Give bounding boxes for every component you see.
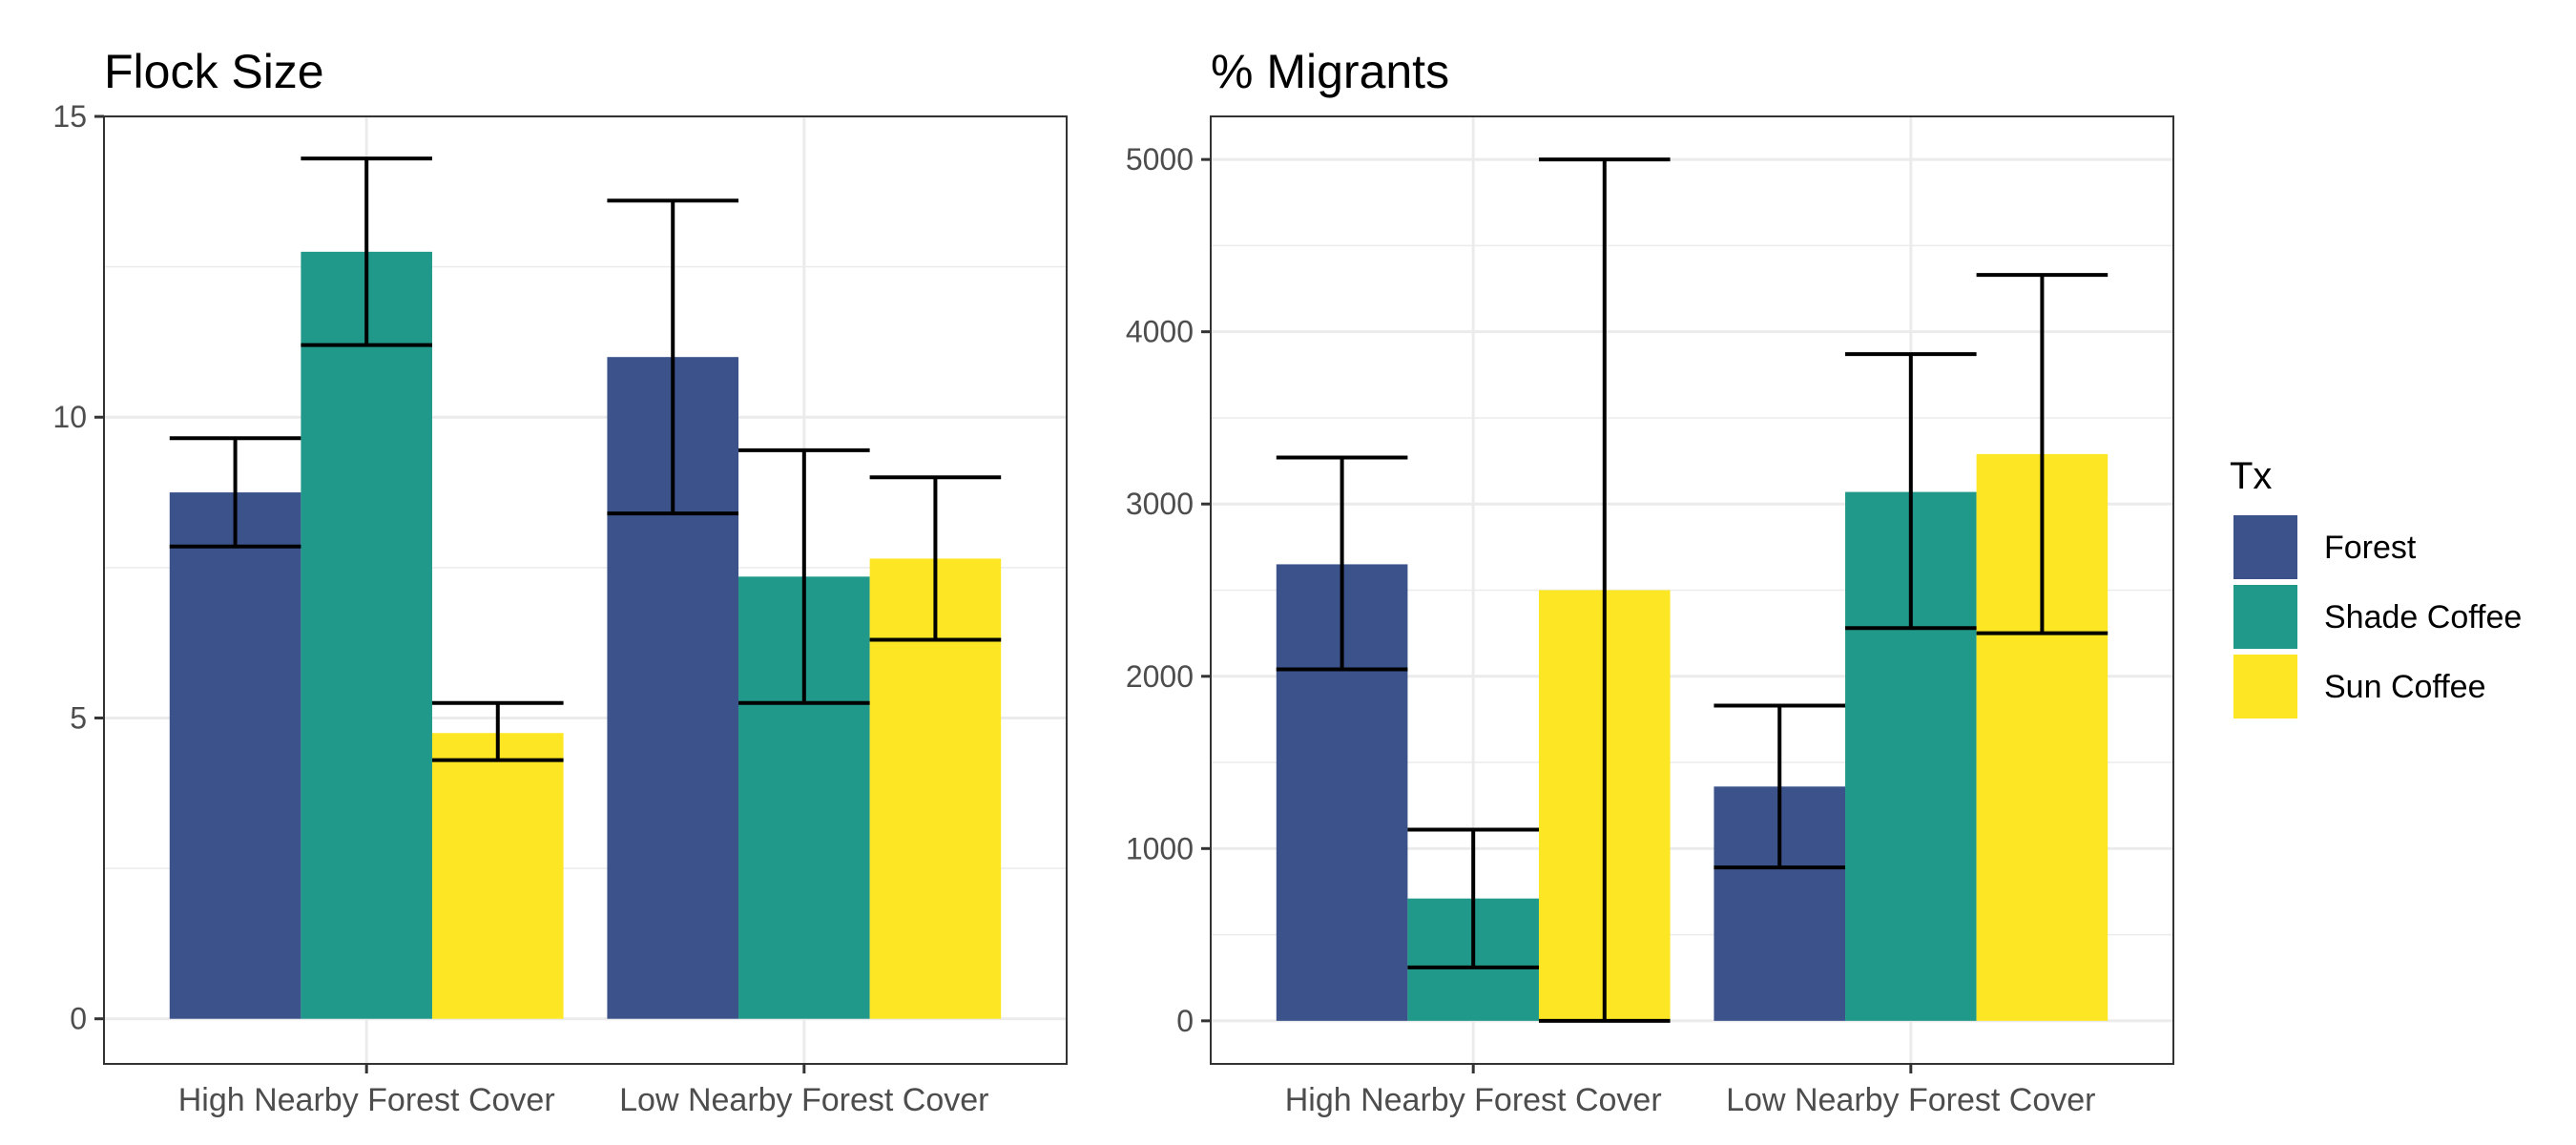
- error-bar-shade-coffee-low-nearby-forest-cover: [1845, 352, 1977, 631]
- error-bar-shade-coffee-high-nearby-forest-cover: [1407, 827, 1539, 969]
- y-tick-label: 3000: [1126, 487, 1194, 521]
- legend-label: Shade Coffee: [2324, 599, 2522, 635]
- x-tick-label: Low Nearby Forest Cover: [1726, 1082, 2095, 1118]
- error-bar-sun-coffee-low-nearby-forest-cover: [1976, 273, 2109, 635]
- y-tick-label: 2000: [1126, 659, 1194, 694]
- migrants-chart: 0 1000 2000 3000 4000 5000 High Nearby Forest …: [1126, 45, 2174, 1118]
- bar-sun-coffee-high-nearby-forest-cover: [431, 733, 564, 1019]
- migrants-title: % Migrants: [1211, 45, 1449, 98]
- flock-size-title: Flock Size: [104, 45, 324, 98]
- error-bar-sun-coffee-high-nearby-forest-cover: [431, 700, 564, 762]
- legend: Tx Forest Shade Coffee Sun Coffee: [2230, 455, 2522, 718]
- y-tick-label: 0: [70, 1002, 87, 1036]
- legend-label: Sun Coffee: [2324, 669, 2486, 705]
- error-bar-forest-high-nearby-forest-cover: [1276, 455, 1408, 672]
- bar-forest-high-nearby-forest-cover: [169, 492, 301, 1019]
- legend-key-sun-coffee: [2233, 655, 2297, 718]
- y-tick-label: 5: [70, 700, 87, 735]
- panel-border: [1210, 115, 2174, 1065]
- bar-shade-coffee-high-nearby-forest-cover: [301, 251, 432, 1019]
- x-tick-label: High Nearby Forest Cover: [178, 1082, 555, 1118]
- error-bar-forest-low-nearby-forest-cover: [1714, 703, 1846, 870]
- y-tick-label: 15: [52, 99, 87, 134]
- x-tick-label: High Nearby Forest Cover: [1285, 1082, 1662, 1118]
- error-bar-sun-coffee-low-nearby-forest-cover: [869, 475, 1002, 642]
- legend-key-forest: [2233, 515, 2297, 579]
- flock-size-chart: 0 5 10 15 High Nearby Forest Cover Low Nearby…: [52, 45, 1068, 1118]
- error-bar-shade-coffee-low-nearby-forest-cover: [738, 448, 870, 705]
- error-bar-sun-coffee-high-nearby-forest-cover: [1538, 157, 1671, 1023]
- y-tick-label: 5000: [1126, 142, 1194, 177]
- legend-item-forest: Forest: [2233, 515, 2417, 579]
- legend-title: Tx: [2230, 455, 2272, 497]
- legend-item-shade-coffee: Shade Coffee: [2233, 585, 2522, 649]
- y-tick-label: 0: [1176, 1004, 1194, 1038]
- error-bar-forest-low-nearby-forest-cover: [607, 198, 739, 516]
- panel-border: [103, 115, 1068, 1065]
- y-tick-label: 10: [52, 400, 87, 434]
- legend-label: Forest: [2324, 530, 2417, 566]
- x-tick-label: Low Nearby Forest Cover: [619, 1082, 988, 1118]
- y-tick-label: 4000: [1126, 315, 1194, 349]
- legend-key-shade-coffee: [2233, 585, 2297, 649]
- error-bar-shade-coffee-high-nearby-forest-cover: [301, 156, 432, 347]
- legend-item-sun-coffee: Sun Coffee: [2233, 655, 2486, 718]
- y-tick-label: 1000: [1126, 831, 1194, 865]
- error-bar-forest-high-nearby-forest-cover: [169, 436, 301, 549]
